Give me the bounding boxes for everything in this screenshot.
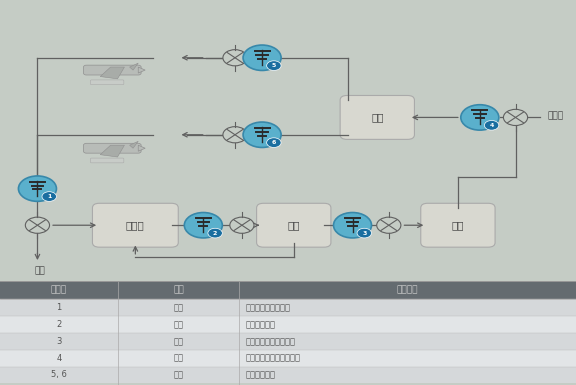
Circle shape [334, 213, 372, 238]
FancyBboxPatch shape [0, 367, 576, 383]
FancyBboxPatch shape [340, 95, 415, 139]
Circle shape [42, 192, 56, 201]
Circle shape [223, 50, 247, 66]
Text: 安装: 安装 [173, 286, 184, 295]
Text: 2: 2 [213, 231, 217, 236]
Text: 混合: 混合 [371, 112, 384, 122]
Text: 5: 5 [272, 63, 276, 68]
Circle shape [223, 127, 247, 143]
Text: 恢复: 恢复 [452, 220, 464, 230]
Polygon shape [130, 63, 138, 70]
Text: 管道: 管道 [173, 370, 184, 380]
Circle shape [243, 45, 281, 70]
Text: 蒸馏: 蒸馏 [287, 220, 300, 230]
Circle shape [243, 122, 281, 147]
Circle shape [208, 228, 222, 238]
Polygon shape [138, 145, 145, 151]
Text: 贮藏罐: 贮藏罐 [126, 220, 145, 230]
FancyBboxPatch shape [0, 316, 576, 333]
Text: 除冰液: 除冰液 [547, 112, 563, 121]
Circle shape [357, 228, 372, 238]
Polygon shape [100, 67, 124, 79]
Text: 3: 3 [56, 337, 62, 346]
Text: 测量点: 测量点 [51, 286, 67, 295]
Circle shape [503, 109, 528, 126]
Circle shape [267, 61, 281, 70]
Text: 5, 6: 5, 6 [51, 370, 67, 380]
Text: 管道: 管道 [173, 303, 184, 312]
FancyBboxPatch shape [0, 300, 576, 316]
Circle shape [461, 105, 499, 130]
FancyBboxPatch shape [92, 203, 178, 247]
Text: 废水: 废水 [35, 266, 46, 275]
FancyBboxPatch shape [0, 281, 576, 300]
Text: 管道: 管道 [173, 354, 184, 363]
FancyBboxPatch shape [90, 80, 124, 85]
Text: 监测除冰浓度: 监测除冰浓度 [246, 370, 276, 380]
Text: 3: 3 [362, 231, 366, 236]
FancyBboxPatch shape [84, 143, 141, 153]
Text: 监测除冰浓度: 监测除冰浓度 [246, 320, 276, 329]
Text: 检测使用过的除冰液: 检测使用过的除冰液 [246, 303, 291, 312]
Text: 质量控制和入口物料监测: 质量控制和入口物料监测 [246, 354, 301, 363]
Text: 蘵馏的过程和质量控制: 蘵馏的过程和质量控制 [246, 337, 296, 346]
FancyBboxPatch shape [0, 333, 576, 350]
Text: 2: 2 [56, 320, 62, 329]
Polygon shape [130, 141, 138, 148]
Circle shape [267, 138, 281, 147]
Circle shape [184, 213, 222, 238]
Text: 4: 4 [490, 123, 494, 128]
Text: 6: 6 [272, 140, 276, 145]
FancyBboxPatch shape [420, 203, 495, 247]
Text: 4: 4 [56, 354, 62, 363]
Circle shape [484, 121, 499, 130]
FancyBboxPatch shape [84, 65, 141, 75]
Text: 管道: 管道 [173, 320, 184, 329]
Text: 管道: 管道 [173, 337, 184, 346]
Circle shape [230, 217, 254, 233]
Text: 测量任务: 测量任务 [397, 286, 418, 295]
FancyBboxPatch shape [257, 203, 331, 247]
Circle shape [18, 176, 56, 201]
Text: 1: 1 [56, 303, 62, 312]
Polygon shape [138, 67, 145, 73]
FancyBboxPatch shape [0, 350, 576, 367]
Text: 1: 1 [47, 194, 51, 199]
Polygon shape [100, 145, 124, 157]
FancyBboxPatch shape [90, 158, 124, 163]
Circle shape [25, 217, 50, 233]
Circle shape [377, 217, 401, 233]
